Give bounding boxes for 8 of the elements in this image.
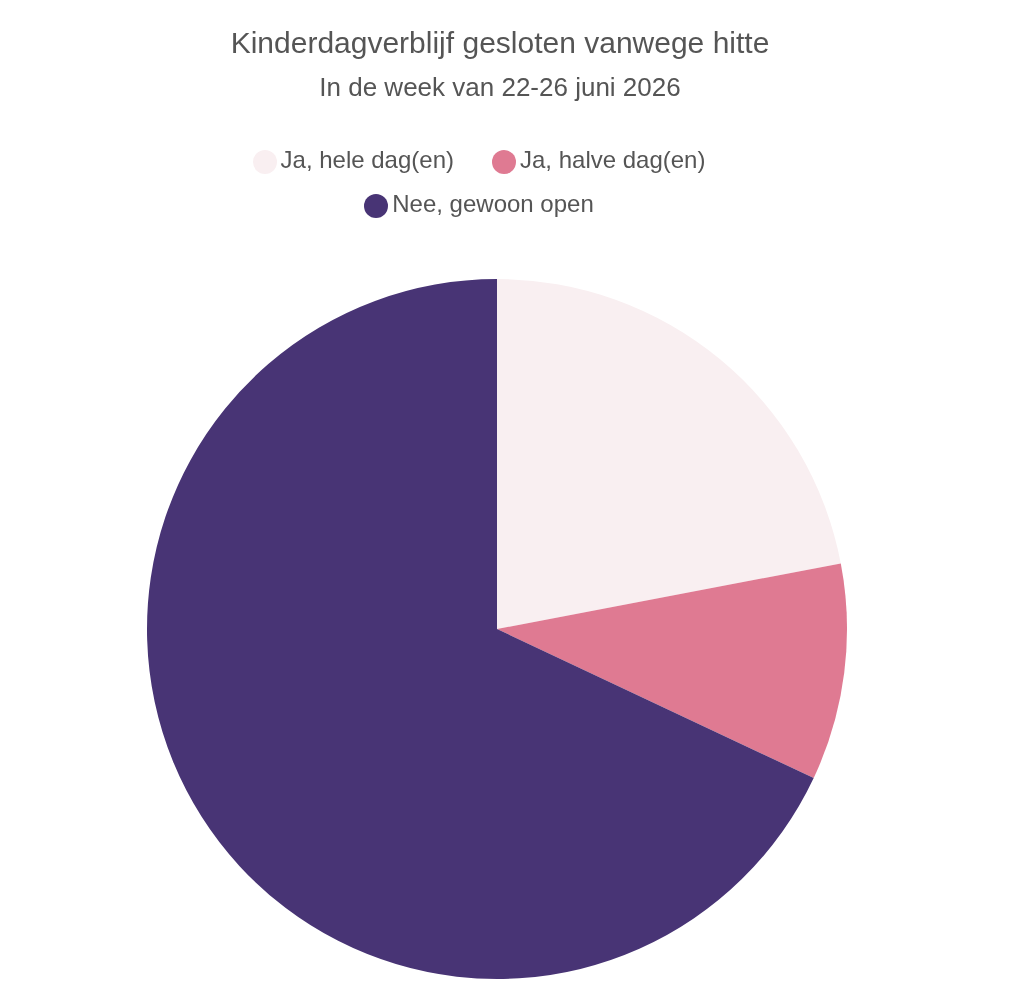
pie-slice [497, 563, 847, 779]
pie-slice [497, 279, 841, 629]
chart-subtitle: In de week van 22-26 juni 2026 [318, 72, 682, 103]
pie-slice [147, 279, 814, 979]
legend-label: Nee, gewoon open [392, 190, 594, 217]
chart-title: Kinderdagverblijf gesloten vanwege hitte [229, 26, 771, 60]
legend-label: Ja, halve dag(en) [520, 146, 706, 173]
legend-label: Ja, hele dag(en) [280, 146, 454, 173]
